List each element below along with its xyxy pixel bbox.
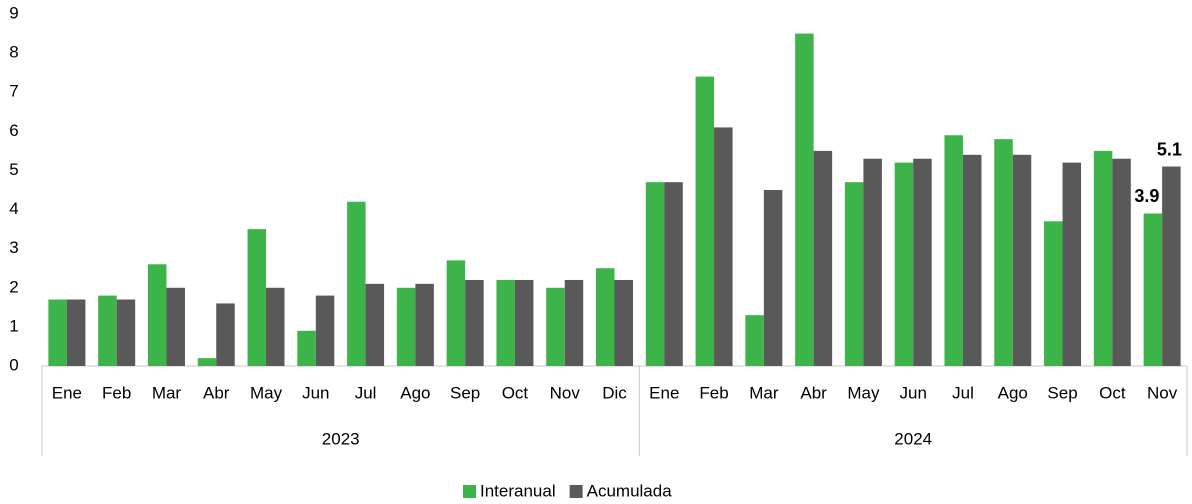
- bar: [396, 287, 416, 366]
- legend-label: Interanual: [480, 481, 556, 500]
- y-tick-label: 6: [9, 121, 18, 140]
- data-label: 5.1: [1157, 139, 1182, 159]
- bar: [216, 303, 235, 366]
- bar: [266, 287, 285, 366]
- bar: [994, 139, 1013, 366]
- bar: [197, 358, 217, 366]
- legend-label: Acumulada: [587, 481, 673, 500]
- bar: [465, 279, 484, 366]
- y-tick-label: 0: [9, 355, 18, 374]
- bar: [944, 135, 963, 366]
- bar: [714, 127, 733, 366]
- bar: [546, 287, 565, 366]
- bar: [147, 264, 167, 366]
- y-tick-label: 7: [9, 82, 18, 101]
- x-tick-label: Nov: [1147, 383, 1178, 402]
- x-tick-label: Mar: [152, 383, 182, 402]
- bar: [116, 299, 136, 366]
- x-tick-label: Nov: [550, 383, 581, 402]
- bar: [564, 279, 584, 366]
- legend-swatch: [569, 485, 583, 498]
- x-tick-label: Ago: [998, 383, 1028, 402]
- bar: [66, 299, 86, 366]
- x-tick-label: Feb: [699, 383, 728, 402]
- x-tick-label: Feb: [102, 383, 131, 402]
- bar: [614, 279, 633, 366]
- bar: [1112, 158, 1131, 366]
- x-tick-label: Ene: [649, 383, 679, 402]
- bar: [844, 182, 864, 366]
- y-tick-label: 9: [9, 3, 18, 22]
- x-tick-label: Abr: [203, 383, 230, 402]
- bar: [763, 190, 783, 366]
- bar: [1062, 162, 1082, 366]
- bar: [645, 182, 665, 366]
- bar: [446, 260, 466, 366]
- bar: [745, 315, 764, 366]
- x-tick-label: Ago: [400, 383, 430, 402]
- bar: [247, 229, 267, 366]
- y-tick-label: 4: [9, 199, 18, 218]
- bar: [48, 299, 67, 366]
- bar: [1012, 154, 1032, 366]
- y-tick-label: 3: [9, 238, 18, 257]
- y-tick-label: 1: [9, 316, 18, 335]
- bar: [98, 295, 117, 366]
- bar: [894, 162, 914, 366]
- x-tick-label: Dic: [602, 383, 627, 402]
- bar: [962, 154, 982, 366]
- y-tick-label: 5: [9, 160, 18, 179]
- y-tick-label: 8: [9, 43, 18, 62]
- x-tick-label: Oct: [1099, 383, 1126, 402]
- bar: [365, 283, 385, 366]
- bar: [813, 150, 833, 366]
- group-label: 2024: [894, 429, 932, 448]
- bar: [315, 295, 335, 366]
- x-tick-label: Jun: [302, 383, 329, 402]
- group-label: 2023: [322, 429, 360, 448]
- x-tick-label: May: [847, 383, 880, 402]
- bar: [1044, 221, 1063, 366]
- bar: [664, 182, 683, 366]
- y-tick-label: 2: [9, 277, 18, 296]
- bar: [1162, 166, 1181, 366]
- x-tick-label: Jun: [899, 383, 926, 402]
- x-tick-label: Sep: [450, 383, 480, 402]
- x-tick-label: Abr: [800, 383, 827, 402]
- bar: [297, 330, 316, 366]
- data-label: 3.9: [1134, 186, 1159, 206]
- bar: [514, 279, 534, 366]
- bar: [496, 279, 515, 366]
- x-tick-label: Oct: [502, 383, 529, 402]
- bar: [863, 158, 882, 366]
- x-tick-label: Ene: [52, 383, 82, 402]
- legend-swatch: [463, 485, 476, 498]
- x-tick-label: Jul: [355, 383, 377, 402]
- x-tick-label: Jul: [952, 383, 974, 402]
- x-tick-label: Mar: [749, 383, 779, 402]
- bar: [347, 201, 366, 366]
- x-tick-label: May: [250, 383, 283, 402]
- x-tick-label: Sep: [1047, 383, 1077, 402]
- bar: [166, 287, 185, 366]
- bar: [1143, 213, 1163, 366]
- bar: [695, 76, 715, 367]
- bar: [795, 33, 814, 367]
- bar: [1093, 150, 1113, 366]
- bar: [596, 268, 615, 366]
- bar: [913, 158, 932, 366]
- bar: [415, 283, 434, 366]
